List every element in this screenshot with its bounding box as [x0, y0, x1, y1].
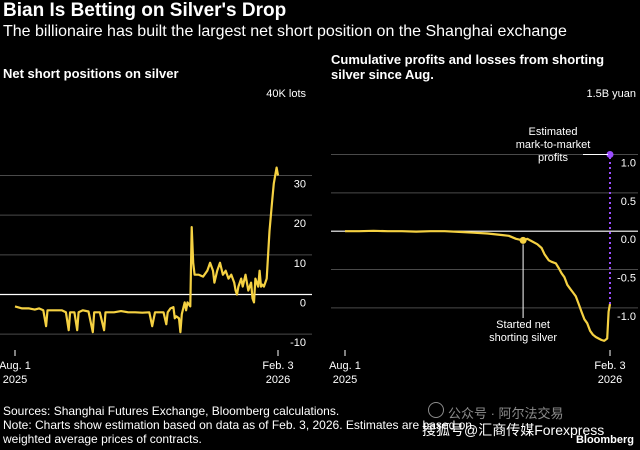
- y-tick-label: 10: [294, 258, 306, 270]
- x-tick-label: Aug. 1: [329, 360, 361, 372]
- annotation-mtm-text: mark-to-market: [516, 139, 591, 151]
- watermark-circle-icon: [428, 402, 444, 418]
- footer-sources: Sources: Shanghai Futures Exchange, Bloo…: [3, 404, 340, 418]
- y-tick-label: 0: [300, 297, 306, 309]
- unit-label: 40K lots: [266, 88, 306, 100]
- y-tick-label: 20: [294, 218, 306, 230]
- chart-subtitle: The billionaire has built the largest ne…: [3, 23, 567, 40]
- y-tick-label: -10: [290, 337, 306, 349]
- watermark-faint: 公众号 · 阿尔法交易: [448, 406, 564, 421]
- y-tick-label: 0.5: [621, 196, 636, 208]
- panel-title-line: silver since Aug.: [331, 67, 434, 82]
- y-tick-label: -1.0: [617, 311, 636, 323]
- y-tick-label: -0.5: [617, 273, 636, 285]
- x-tick-label: 2025: [3, 374, 27, 386]
- x-tick-label: 2026: [598, 374, 622, 386]
- x-tick-label: Feb. 3: [262, 360, 293, 372]
- annotation-mtm-text: profits: [538, 152, 568, 164]
- brand-logo: Bloomberg: [575, 434, 634, 446]
- unit-label: 1.5B yuan: [586, 88, 636, 100]
- mtm-point: [606, 151, 614, 158]
- annotation-start-text: shorting silver: [489, 332, 557, 344]
- series-line: [14, 166, 280, 334]
- x-tick-label: 2025: [333, 374, 357, 386]
- panel-title-line: Cumulative profits and losses from short…: [331, 52, 604, 67]
- footer: Sources: Shanghai Futures Exchange, Bloo…: [3, 404, 633, 446]
- series-line: [345, 229, 612, 342]
- chart-title: Bian Is Betting on Silver's Drop: [3, 0, 287, 21]
- annotation-mtm-text: Estimated: [529, 126, 578, 138]
- annotation-start-text: Started net: [496, 319, 550, 331]
- x-tick-label: 2026: [266, 374, 290, 386]
- panel-title: Net short positions on silver: [3, 66, 179, 81]
- x-tick-label: Aug. 1: [0, 360, 31, 372]
- x-tick-label: Feb. 3: [594, 360, 625, 372]
- footer-note-line1: Note: Charts show estimation based on da…: [3, 418, 472, 432]
- y-tick-label: 30: [294, 179, 306, 191]
- y-tick-label: 1.0: [621, 158, 636, 170]
- annotation-start-point: [519, 236, 527, 244]
- footer-note-line2: weighted average prices of contracts.: [3, 432, 202, 446]
- y-tick-label: 0.0: [621, 234, 636, 246]
- watermark: 搜狐号@汇商传媒Forexpress: [422, 422, 605, 438]
